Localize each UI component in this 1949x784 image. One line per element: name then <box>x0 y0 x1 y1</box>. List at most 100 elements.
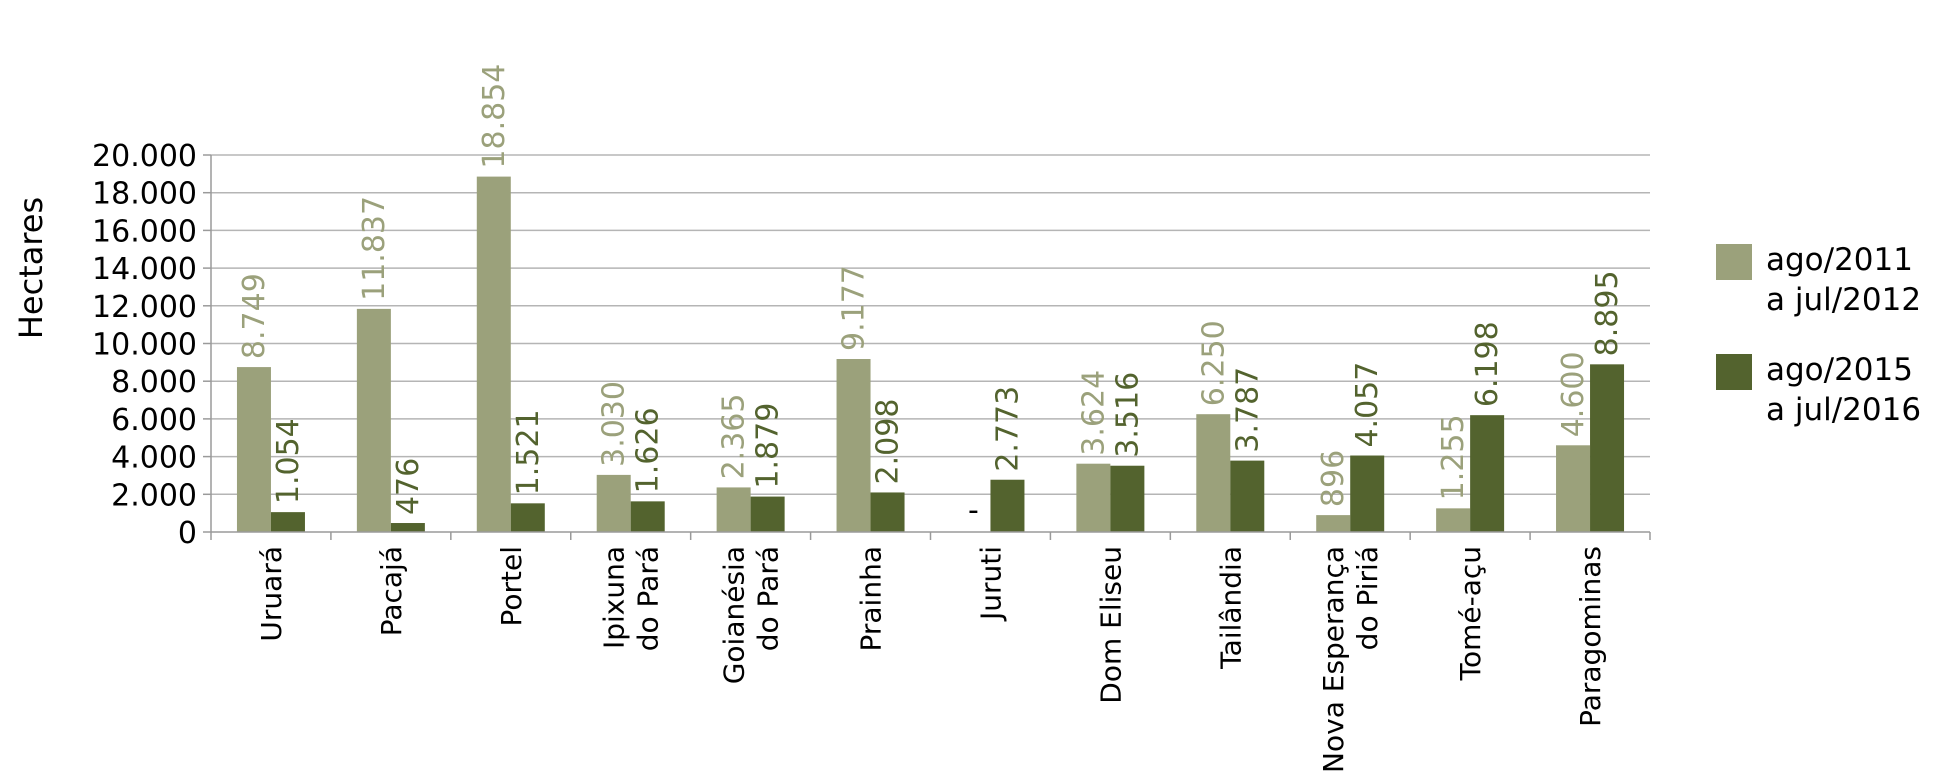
y-tick-label: 18.000 <box>92 177 197 212</box>
bar <box>1470 415 1505 532</box>
data-label: 2.773 <box>990 386 1025 472</box>
bar <box>1556 445 1591 532</box>
y-tick-label: 2.000 <box>111 478 197 513</box>
data-label: 11.837 <box>357 196 392 301</box>
y-tick-label: 6.000 <box>111 403 197 438</box>
bar <box>1590 364 1625 532</box>
data-label: 4.057 <box>1350 362 1385 448</box>
category-label-line: Tailândia <box>1214 546 1247 670</box>
axes <box>203 154 1651 540</box>
data-label: 2.098 <box>871 399 906 485</box>
data-label: 6.250 <box>1196 320 1231 406</box>
data-labels: 8.749 1.054 11.837 476 18.854 1.521 3.030 1.626… <box>237 64 1625 528</box>
data-label: 2.365 <box>717 394 752 480</box>
category-label-line: Tomé-açu <box>1454 546 1487 681</box>
category-label-line: Prainha <box>855 546 888 652</box>
data-label: 1.879 <box>751 403 786 489</box>
y-tick-label: 4.000 <box>111 441 197 476</box>
data-label: 4.600 <box>1556 351 1591 437</box>
legend-item: ago/2015 a jul/2016 <box>1716 352 1921 428</box>
bar <box>476 176 511 532</box>
category-label: Tailândia <box>1214 546 1247 670</box>
category-label: Ipixuna do Pará <box>598 546 665 651</box>
data-label: 1.255 <box>1436 414 1471 500</box>
bar <box>1196 414 1231 532</box>
legend-label: ago/2011 <box>1766 242 1913 278</box>
category-label: Uruará <box>255 546 288 642</box>
bar <box>1350 455 1385 532</box>
bar <box>1076 463 1111 532</box>
data-label: 3.624 <box>1076 370 1111 456</box>
category-label: Pacajá <box>375 546 408 636</box>
data-label: 18.854 <box>477 64 512 169</box>
legend-swatch <box>1716 354 1752 390</box>
data-label: 476 <box>391 458 426 515</box>
data-label: 1.521 <box>511 409 546 495</box>
bar <box>236 367 271 532</box>
category-label-line: Paragominas <box>1574 546 1607 727</box>
category-label-line: Uruará <box>255 546 288 642</box>
data-label: 896 <box>1316 450 1351 507</box>
data-label: 1.626 <box>631 407 666 493</box>
data-label: 8.895 <box>1590 270 1625 356</box>
category-label: Nova Esperança do Piriá <box>1317 546 1384 773</box>
y-tick-labels: 02.0004.0006.0008.00010.00012.00014.0001… <box>92 139 197 551</box>
data-label: - <box>968 493 979 528</box>
category-label: Dom Eliseu <box>1094 546 1127 704</box>
category-label-line: Nova Esperança <box>1317 546 1350 773</box>
y-tick-label: 14.000 <box>92 252 197 287</box>
gridlines <box>211 154 1650 496</box>
bar <box>870 492 905 532</box>
category-label: Portel <box>495 546 528 627</box>
bar <box>356 308 391 532</box>
y-tick-label: 12.000 <box>92 290 197 325</box>
category-label-line: do Pará <box>752 546 785 651</box>
legend-item: ago/2011 a jul/2012 <box>1716 242 1921 318</box>
category-labels: Uruará Pacajá Portel Ipixuna do Pará Goianési… <box>255 546 1607 773</box>
y-tick-label: 0 <box>178 516 197 551</box>
y-tick-label: 8.000 <box>111 365 197 400</box>
category-label: Goianésia do Pará <box>718 546 785 684</box>
bar <box>836 359 871 532</box>
category-label: Prainha <box>855 546 888 652</box>
y-tick-label: 10.000 <box>92 328 197 363</box>
category-label: Juruti <box>974 546 1007 622</box>
bars <box>236 176 1625 532</box>
category-label-line: do Piriá <box>1351 546 1384 650</box>
y-tick-label: 16.000 <box>92 214 197 249</box>
bar <box>596 474 631 532</box>
category-label-line: Juruti <box>974 546 1007 622</box>
bar <box>1110 465 1145 532</box>
legend-swatch <box>1716 244 1752 280</box>
category-label-line: Ipixuna <box>598 546 631 649</box>
data-label: 3.030 <box>597 381 632 467</box>
data-label: 9.177 <box>837 265 872 351</box>
category-label-line: Pacajá <box>375 546 408 636</box>
y-tick-label: 20.000 <box>92 139 197 174</box>
category-label-line: Portel <box>495 546 528 627</box>
bar <box>510 503 545 532</box>
bar <box>630 501 665 532</box>
legend-label: ago/2015 <box>1766 352 1913 388</box>
category-label-line: Goianésia <box>718 546 751 684</box>
data-label: 6.198 <box>1470 321 1505 407</box>
bar <box>1230 460 1265 532</box>
bar <box>390 523 425 532</box>
data-label: 3.516 <box>1110 372 1145 458</box>
data-label: 1.054 <box>271 418 306 504</box>
legend-label: a jul/2012 <box>1766 282 1921 318</box>
legend: ago/2011 a jul/2012 ago/2015 a jul/2016 <box>1716 242 1921 428</box>
bar <box>1436 508 1471 532</box>
bar <box>750 496 785 532</box>
bar <box>716 487 751 532</box>
bar <box>990 479 1025 532</box>
category-label-line: Dom Eliseu <box>1094 546 1127 704</box>
legend-label: a jul/2016 <box>1766 392 1921 428</box>
category-label: Paragominas <box>1574 546 1607 727</box>
bar <box>270 512 305 532</box>
y-axis-label: Hectares <box>12 197 50 339</box>
data-label: 8.749 <box>237 273 272 359</box>
category-label: Tomé-açu <box>1454 546 1487 681</box>
data-label: 3.787 <box>1230 367 1265 453</box>
